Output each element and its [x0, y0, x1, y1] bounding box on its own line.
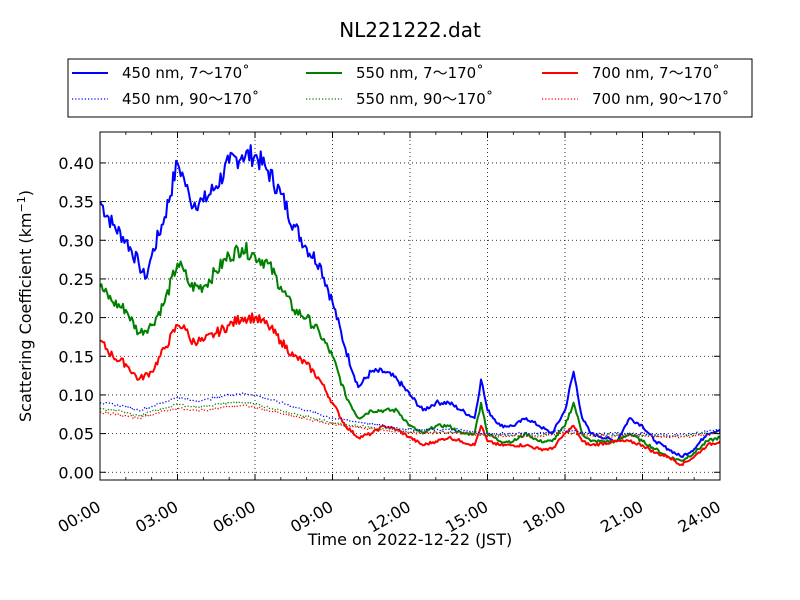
y-tick-label: 0.10	[58, 386, 94, 405]
y-tick-label: 0.20	[58, 309, 94, 328]
x-tick-label: 24:00	[675, 497, 724, 537]
series-group	[99, 144, 721, 467]
legend-frame	[67, 58, 753, 118]
y-tick-label: 0.25	[58, 270, 94, 289]
y-axis-label-end: )	[16, 190, 35, 196]
y-tick-label: 0.00	[58, 463, 94, 482]
x-axis-label: Time on 2022-12-22 (JST)	[307, 530, 512, 549]
y-tick-label: 0.35	[58, 193, 94, 212]
plot-area	[99, 131, 721, 481]
grid	[100, 132, 720, 480]
x-tick-label: 03:00	[132, 497, 181, 537]
y-tick-label: 0.30	[58, 231, 94, 250]
ticks	[99, 132, 721, 480]
x-tick-label: 00:00	[55, 497, 104, 537]
legend-label: 700 nm, 90～170˚	[592, 90, 729, 108]
y-axis-label: Scattering Coefficient (km−1)	[15, 190, 35, 422]
x-tick-label: 21:00	[597, 497, 646, 537]
y-tick-label: 0.40	[58, 154, 94, 173]
y-axis-label-main: Scattering Coefficient (km	[16, 212, 35, 422]
legend: 450 nm, 7～170˚ 550 nm, 7～170˚ 700 nm, 7～17…	[67, 58, 753, 118]
x-tick-label: 06:00	[210, 497, 259, 537]
legend-label: 550 nm, 90～170˚	[356, 90, 493, 108]
legend-label: 450 nm, 90～170˚	[122, 90, 259, 108]
series-line-5	[99, 401, 721, 439]
legend-label: 700 nm, 7～170˚	[592, 64, 720, 82]
chart-title: NL221222.dat	[339, 18, 481, 42]
legend-label: 450 nm, 7～170˚	[122, 64, 250, 82]
y-tick-label: 0.05	[58, 425, 94, 444]
y-axis-label-sup: −1	[15, 196, 28, 212]
x-tick-label: 18:00	[520, 497, 569, 537]
plot-frame	[100, 132, 720, 480]
legend-label: 550 nm, 7～170˚	[356, 64, 484, 82]
series-line-3	[99, 312, 721, 467]
y-tick-label: 0.15	[58, 347, 94, 366]
